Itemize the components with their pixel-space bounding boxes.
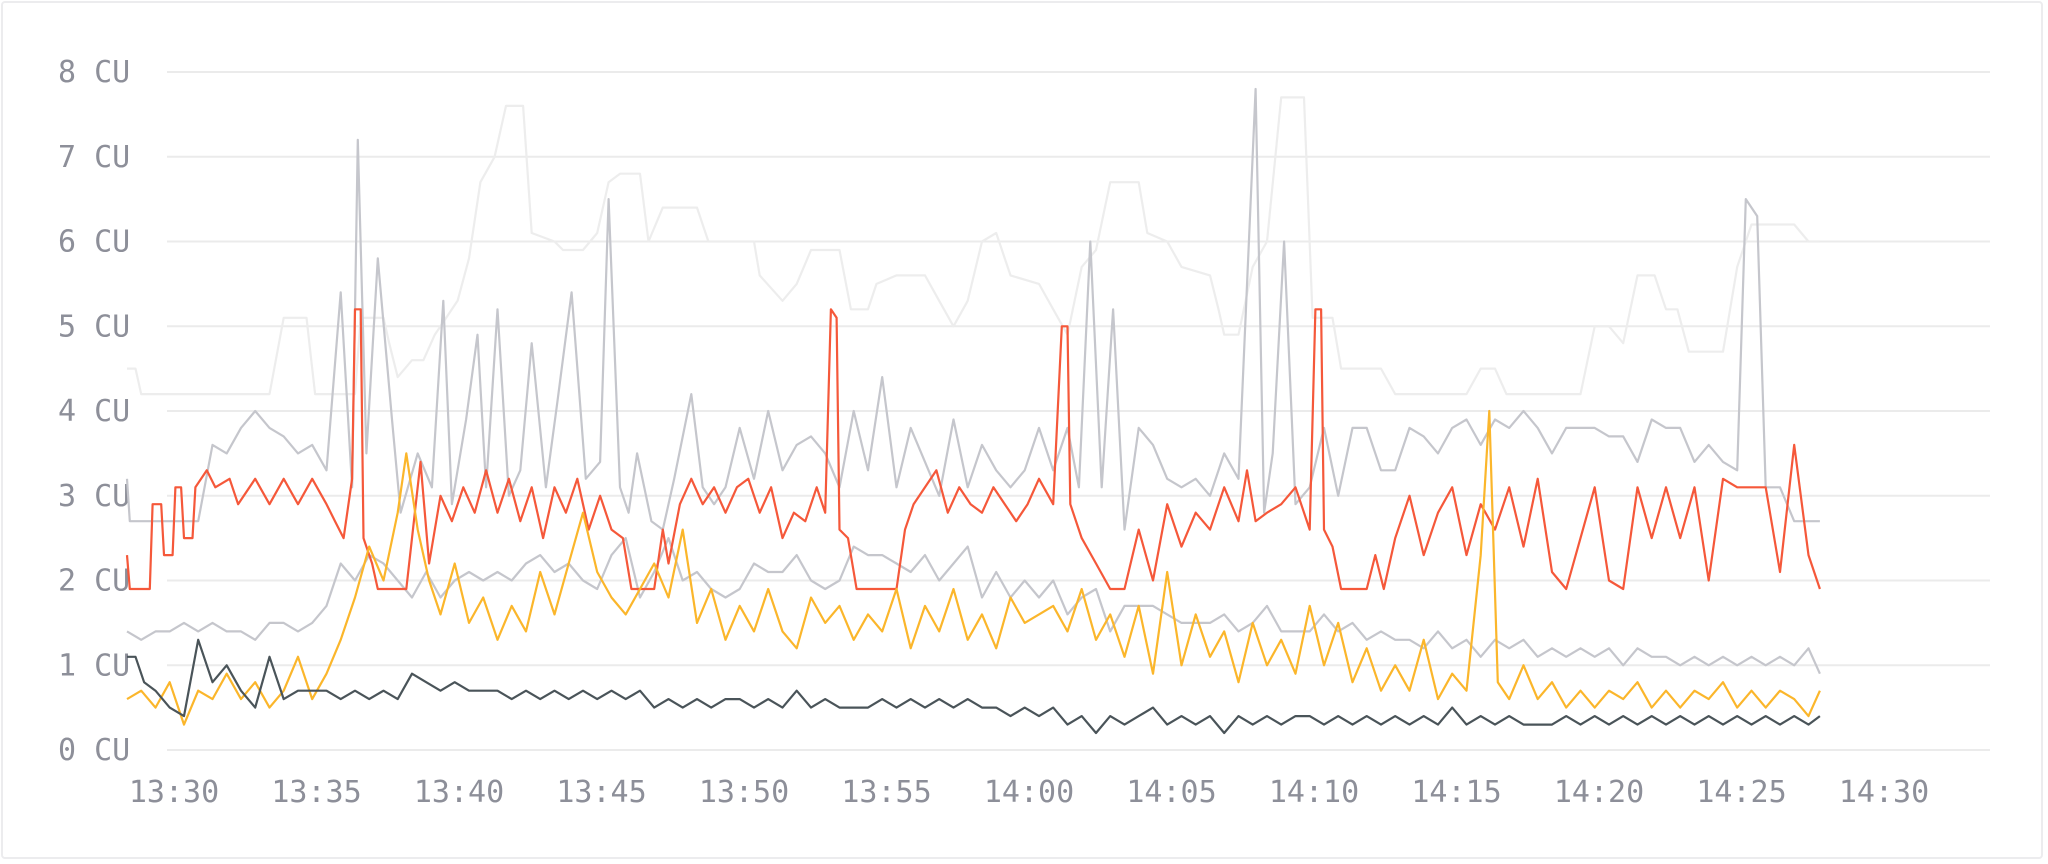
gridlines (167, 71, 1990, 751)
x-tick-label: 13:40 (414, 775, 504, 810)
x-tick-label: 14:20 (1554, 775, 1644, 810)
x-tick-label: 13:30 (129, 775, 219, 810)
series-line-4 (125, 308, 1821, 591)
y-tick-label: 8 CU (58, 55, 130, 90)
y-axis-ticks: 0 CU 1 CU 2 CU 3 CU 4 CU 5 CU 6 CU 7 CU 8 CU (58, 55, 130, 768)
y-tick-label: 3 CU (58, 479, 130, 514)
y-tick-label: 1 CU (58, 648, 130, 683)
x-tick-label: 14:00 (984, 775, 1074, 810)
x-tick-label: 14:05 (1126, 775, 1216, 810)
x-tick-label: 13:45 (556, 775, 646, 810)
x-tick-label: 14:15 (1411, 775, 1501, 810)
y-tick-label: 7 CU (58, 140, 130, 175)
y-tick-label: 6 CU (58, 225, 130, 260)
series-lines (125, 87, 1821, 735)
series-line-1 (127, 96, 1820, 396)
x-tick-label: 13:50 (699, 775, 789, 810)
series-line-5 (126, 409, 1821, 726)
x-tick-label: 14:10 (1269, 775, 1359, 810)
x-tick-label: 13:55 (841, 775, 931, 810)
y-tick-label: 2 CU (58, 564, 130, 599)
x-tick-label: 14:25 (1696, 775, 1786, 810)
y-tick-label: 0 CU (58, 733, 130, 768)
x-axis-ticks: 13:30 13:35 13:40 13:45 13:50 13:55 14:00 14:05… (129, 775, 1929, 810)
series-line-6 (127, 638, 1821, 735)
y-tick-label: 4 CU (58, 394, 130, 429)
series-line-3 (126, 537, 1821, 675)
x-tick-label: 14:30 (1839, 775, 1929, 810)
y-tick-label: 5 CU (58, 309, 130, 344)
x-tick-label: 13:35 (271, 775, 361, 810)
series-line-2 (125, 87, 1820, 531)
